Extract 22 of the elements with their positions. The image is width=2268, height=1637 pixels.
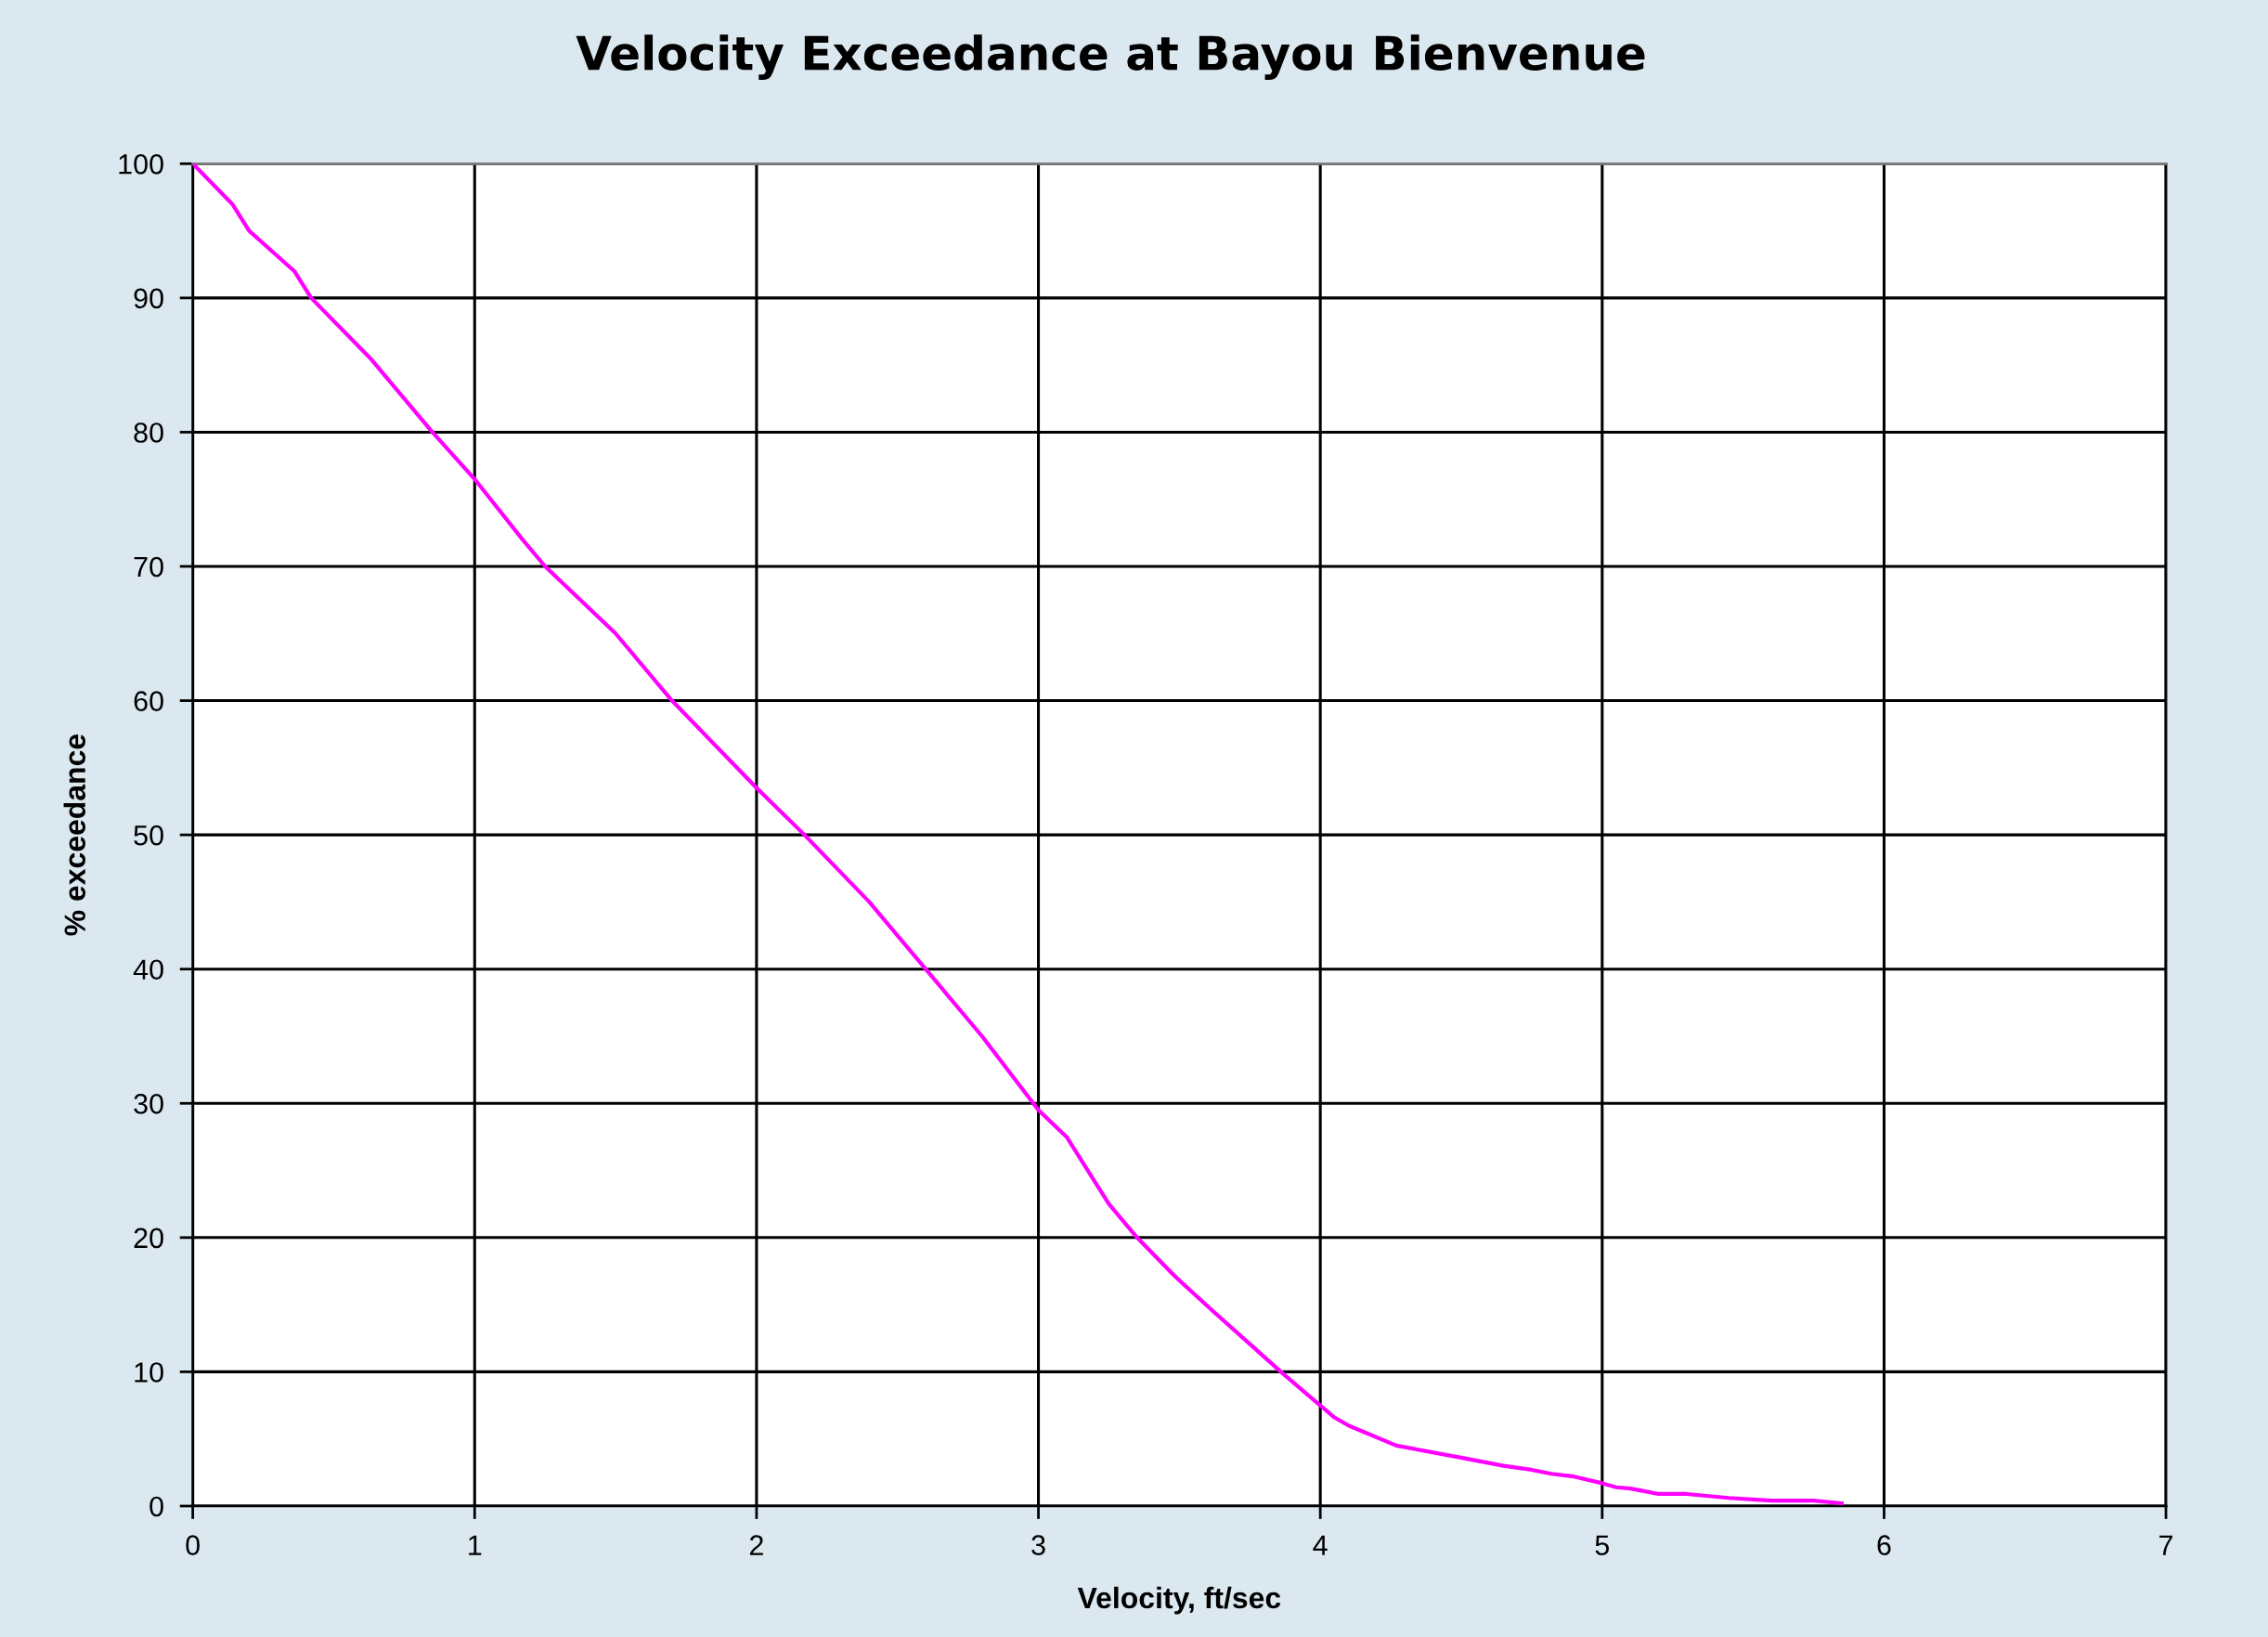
x-tick-label: 2: [749, 1535, 763, 1555]
y-tick-label: 40: [133, 959, 163, 981]
y-tick-label: 0: [149, 1496, 163, 1517]
x-tick-label: 0: [186, 1535, 200, 1555]
y-tick-label: 20: [134, 1228, 163, 1249]
chart-title: Velocity Exceedance at Bayou Bienvenue: [576, 34, 1645, 81]
x-tick-label: 1: [469, 1535, 482, 1555]
x-axis-title: Velocity, ft/sec: [1077, 1586, 1281, 1615]
y-axis-title: % exceedance: [63, 734, 86, 936]
y-tick-label: 100: [119, 154, 163, 175]
y-tick-label: 60: [134, 691, 163, 711]
x-tick-label: 7: [2159, 1535, 2173, 1555]
y-tick-label: 10: [135, 1362, 163, 1383]
x-tick-label: 4: [1313, 1535, 1328, 1555]
y-tick-label: 80: [134, 422, 163, 443]
x-tick-label: 6: [1877, 1535, 1891, 1555]
x-tick-label: 5: [1595, 1535, 1610, 1555]
y-tick-label: 50: [134, 825, 163, 846]
x-tick-label: 3: [1031, 1535, 1045, 1555]
y-tick-label: 70: [134, 556, 163, 578]
y-tick-label: 90: [134, 288, 163, 309]
y-tick-label: 30: [134, 1094, 163, 1114]
